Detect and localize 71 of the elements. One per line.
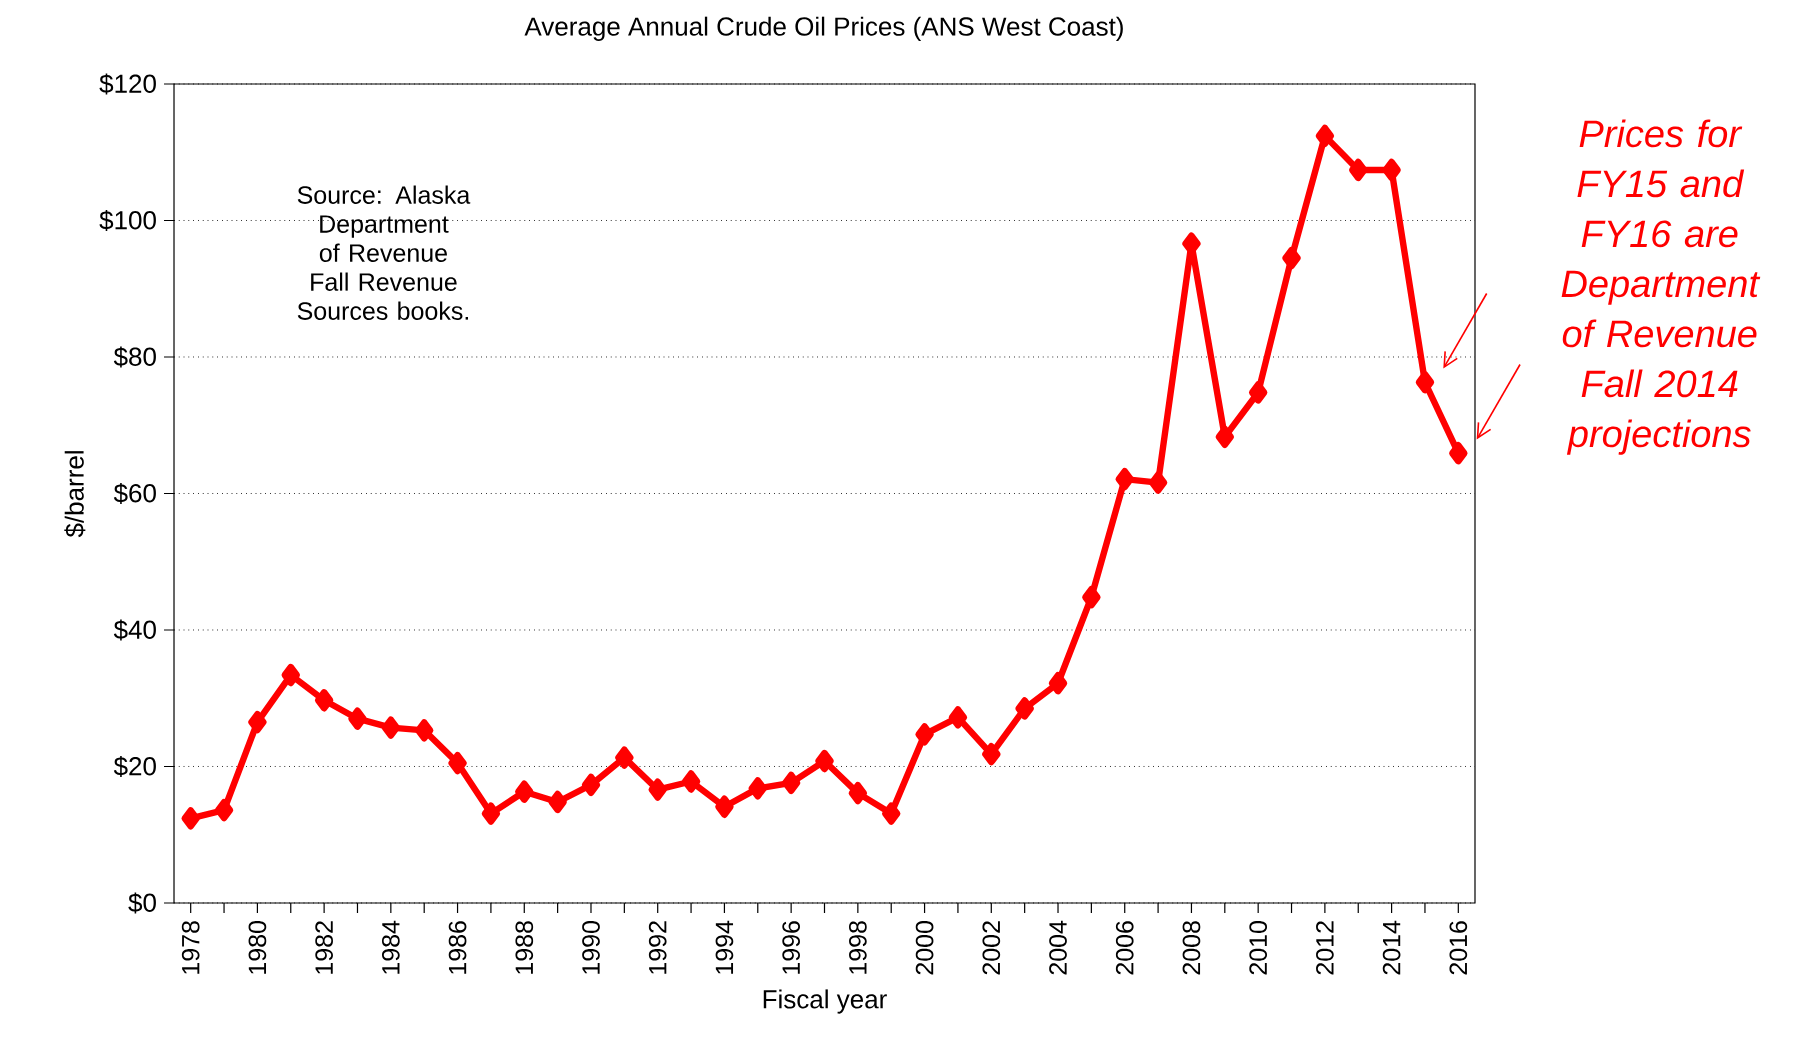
point — [1082, 586, 1101, 609]
point — [748, 777, 767, 800]
y-tick-label: $0 — [128, 892, 156, 914]
y-tick-label: $120 — [99, 73, 156, 95]
x-tick-label: 1998 — [849, 921, 867, 974]
x-tick-label: 1982 — [315, 921, 333, 974]
x-tick-label: 2012 — [1316, 921, 1334, 975]
y-tick-label: $60 — [113, 482, 156, 504]
chart-title: Average Annual Crude Oil Prices (ANS West Coast) — [524, 16, 1123, 41]
point — [481, 802, 501, 825]
x-axis-title: Fiscal year — [763, 989, 887, 1014]
x-tick-label: 1986 — [448, 921, 467, 974]
point — [515, 780, 534, 803]
x-tick-label: 1994 — [715, 920, 734, 974]
y-tick-label: $20 — [113, 755, 156, 777]
x-tick-label: 2008 — [1182, 921, 1201, 975]
point — [314, 689, 334, 712]
point — [615, 746, 634, 769]
point — [948, 706, 968, 729]
y-tick-label: $80 — [113, 346, 156, 368]
point — [1382, 158, 1401, 182]
annotation: Source: Alaska Department of Revenue Fall Revenue Sources books. — [297, 185, 471, 320]
x-tick-label: 2004 — [1049, 920, 1067, 975]
x-tick-label: 1992 — [648, 921, 667, 974]
x-tick-label: 2014 — [1382, 920, 1401, 975]
point — [681, 770, 701, 793]
point — [1048, 672, 1068, 695]
x-tick-label: 2002 — [982, 921, 1001, 975]
point — [415, 719, 434, 742]
point — [1449, 442, 1468, 465]
point — [548, 790, 567, 814]
point — [781, 771, 801, 795]
text: Prices for FY15 and FY16 are Department of Revenue Fall 2014 projections — [1561, 119, 1761, 455]
point — [348, 707, 367, 730]
x-tick-label: 2000 — [915, 921, 934, 975]
point — [248, 710, 267, 734]
point — [1349, 158, 1368, 182]
point — [1015, 697, 1034, 720]
point — [848, 781, 868, 805]
x-tick-label: 2016 — [1449, 921, 1468, 975]
point — [381, 716, 401, 739]
point — [1282, 246, 1301, 270]
point — [181, 807, 200, 830]
x-tick-label: 2010 — [1249, 921, 1268, 975]
point — [1415, 371, 1435, 394]
point — [1315, 124, 1335, 148]
y-tick-label: $40 — [113, 619, 156, 641]
x-tick-label: 1996 — [782, 921, 800, 974]
point — [982, 743, 1001, 766]
point — [1148, 471, 1168, 494]
point — [1215, 425, 1235, 449]
point — [448, 751, 467, 775]
point — [1182, 232, 1201, 255]
point — [915, 723, 934, 746]
x-tick-label: 1978 — [181, 921, 200, 974]
point — [281, 663, 300, 687]
point — [882, 802, 901, 825]
y-tick-label: $100 — [99, 209, 156, 231]
point — [214, 798, 234, 822]
x-tick-label: 1990 — [582, 921, 600, 974]
point — [648, 778, 667, 801]
x-tick-label: 1980 — [248, 921, 267, 974]
y-axis-title: $/barrel — [64, 451, 86, 538]
point — [1115, 467, 1134, 491]
point — [1248, 381, 1268, 404]
x-tick-label: 1988 — [515, 921, 534, 974]
x-tick-label: 1984 — [382, 920, 400, 974]
point — [581, 773, 601, 797]
point — [815, 749, 834, 773]
x-tick-label: 2006 — [1115, 921, 1134, 975]
point — [715, 795, 734, 818]
